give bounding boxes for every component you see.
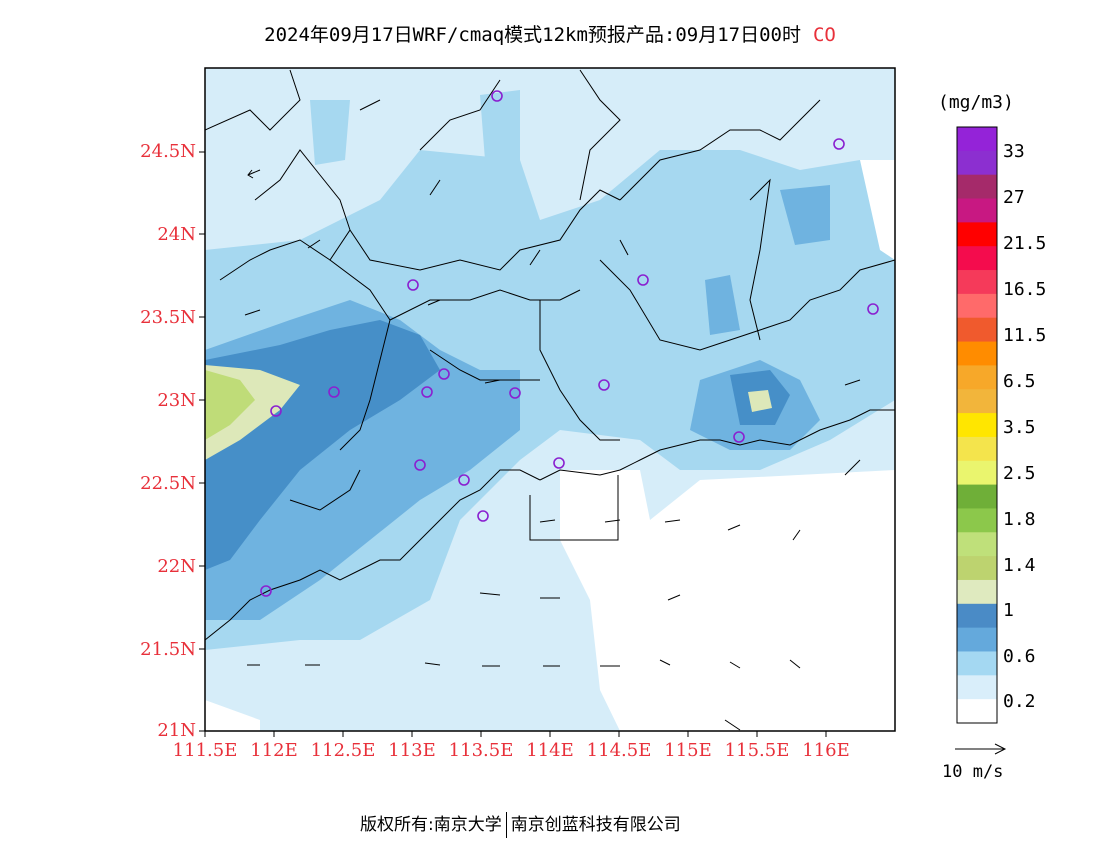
open-sea-area [560,470,895,731]
x-axis-labels: 111.5E 112E 112.5E 113E 113.5E 114E 114.… [170,740,870,764]
x-tick-label: 114.5E [586,740,652,761]
legend-label: 21.5 [1003,233,1047,254]
field-level-5 [205,370,255,440]
legend-swatch [957,174,997,200]
legend-label: 6.5 [1003,371,1036,392]
concentration-field [205,68,895,731]
footer-right: 南京创蓝科技有限公司 [510,815,681,835]
x-tick-label: 112E [250,740,298,761]
legend-swatch [957,389,997,414]
legend-swatch [957,675,997,700]
legend-label: 1 [1003,600,1014,621]
field-level-1-north2 [480,90,520,160]
coastline [205,409,895,641]
legend-swatch [957,127,997,152]
monitoring-stations [260,90,879,597]
axis-ticks [199,151,827,737]
footer-left: 版权所有:南京大学 [360,815,502,835]
legend-label: 0.2 [1003,691,1036,712]
legend-swatch [957,579,997,605]
y-tick-label: 21N [157,720,196,741]
legend-label: 2.5 [1003,463,1036,484]
legend-swatch [957,222,997,247]
copyright-footer: 版权所有:南京大学 南京创蓝科技有限公司 [360,810,681,838]
field-level-2-mid [705,275,740,335]
legend-swatch [957,413,997,438]
legend-label: 1.8 [1003,509,1036,530]
x-tick-label: 116E [802,740,850,761]
footer-separator [505,812,507,838]
legend-swatch [957,484,997,509]
legend-label: 3.5 [1003,417,1036,438]
x-tick-label: 112.5E [310,740,376,761]
legend-label: 16.5 [1003,279,1047,300]
x-tick-label: 113.5E [448,740,514,761]
legend-label: 11.5 [1003,325,1047,346]
admin-boundaries [205,69,895,511]
legend-label: 0.6 [1003,646,1036,667]
legend-swatch [957,532,997,557]
x-tick-label: 115.5E [724,740,790,761]
legend-label: 27 [1003,187,1025,208]
legend-swatch [957,150,997,176]
legend-swatch [957,460,997,486]
y-tick-label: 24N [157,224,196,245]
legend-swatch [957,436,997,462]
field-level-2-ne [780,185,830,245]
y-tick-label: 23N [157,390,196,411]
legend-swatch [957,270,997,295]
legend-unit: (mg/m3) [938,92,1014,113]
legend-swatch [957,651,997,676]
x-tick-label: 114E [526,740,574,761]
southwest-clear-area [205,700,260,731]
wind-reference-arrow [955,743,1007,755]
legend-swatch [957,198,997,223]
x-tick-label: 115E [664,740,712,761]
x-tick-label: 113E [388,740,436,761]
field-level-1-north [310,100,350,165]
legend-swatch [957,293,997,319]
title-text: 2024年09月17日WRF/cmaq模式12km预报产品:09月17日00时 [264,24,801,46]
legend-swatch [957,556,997,581]
legend-swatch [957,508,997,533]
legend-swatch [957,699,997,724]
legend-label: 1.4 [1003,555,1036,576]
legend-frame [956,126,998,724]
legend-label: 33 [1003,141,1025,162]
wind-vectors [244,99,861,731]
y-tick-label: 23.5N [140,307,196,328]
legend-swatch [957,365,997,390]
legend-swatch [957,603,997,629]
y-tick-label: 22N [157,556,196,577]
chart-title: 2024年09月17日WRF/cmaq模式12km预报产品:09月17日00时 C… [0,20,1100,47]
y-tick-label: 24.5N [140,141,196,162]
species-label: CO [812,24,836,46]
legend-swatch [957,627,997,652]
x-tick-label: 111.5E [172,740,238,761]
field-level-4-east [748,390,772,412]
legend-swatch [957,317,997,343]
legend-colorbar [957,127,997,724]
legend-swatch [957,246,997,271]
legend-swatch [957,341,997,366]
y-tick-label: 21.5N [140,639,196,660]
y-tick-label: 22.5N [140,473,196,494]
wind-reference-label: 10 m/s [942,762,1004,782]
